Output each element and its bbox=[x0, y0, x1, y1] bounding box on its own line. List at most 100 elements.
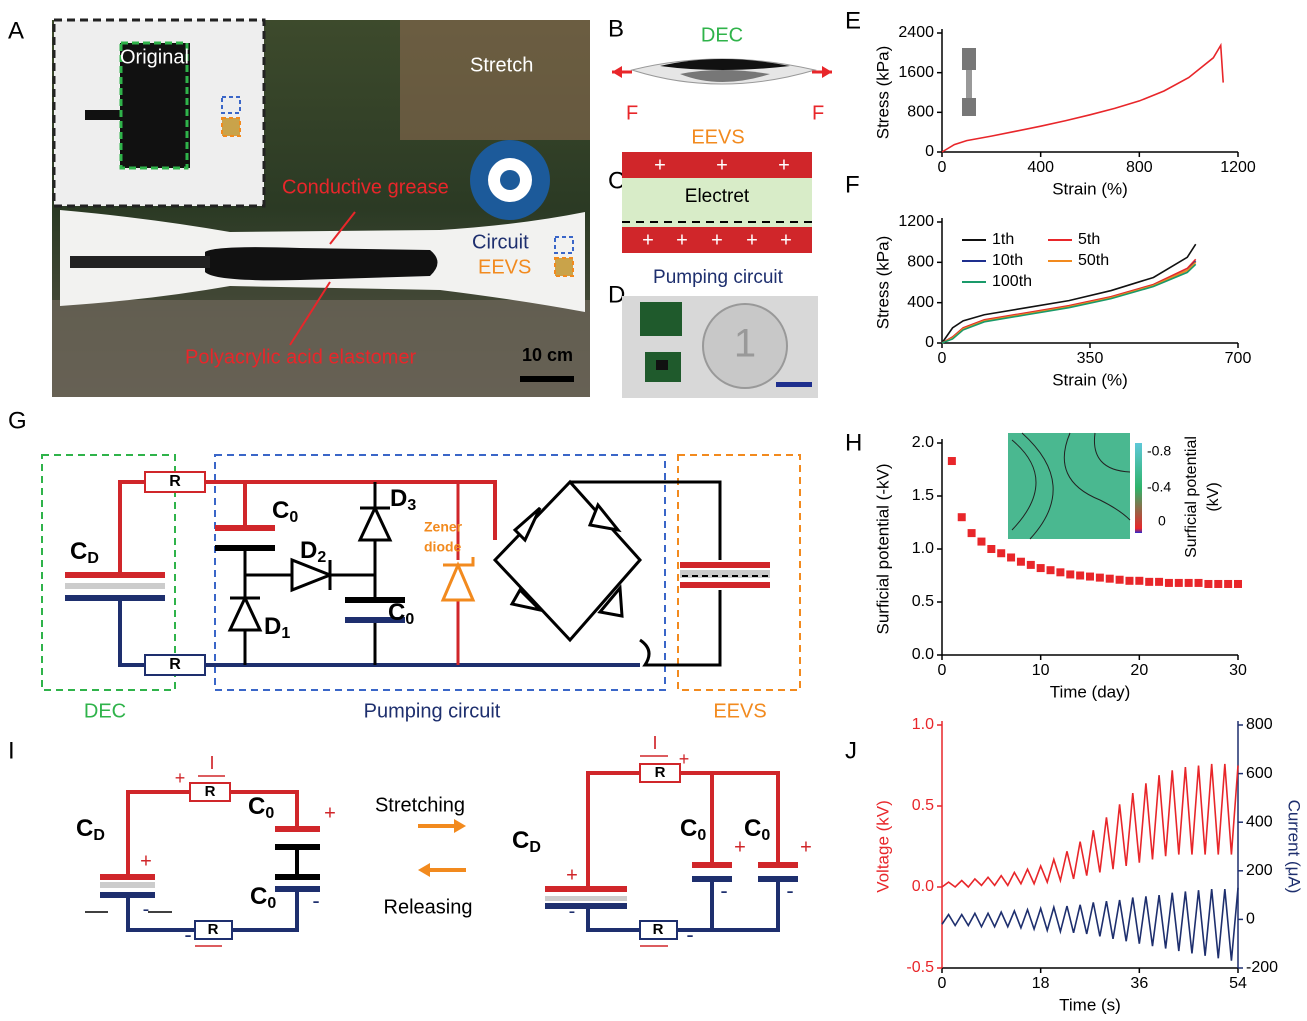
label: Conductive grease bbox=[282, 176, 449, 198]
x-tick-label: 700 bbox=[1225, 350, 1252, 367]
panel-label: F bbox=[845, 171, 860, 198]
label: Electret bbox=[685, 186, 750, 207]
y-axis-label: Stress (kPa) bbox=[873, 236, 892, 330]
label-sub: D bbox=[529, 839, 541, 856]
point bbox=[1056, 568, 1064, 576]
label: - bbox=[184, 922, 191, 947]
panel-label: E bbox=[845, 7, 861, 34]
point bbox=[1027, 561, 1035, 569]
x-tick-label: 30 bbox=[1229, 662, 1247, 679]
point bbox=[1214, 580, 1222, 588]
x-tick-label: 10 bbox=[1032, 662, 1050, 679]
point bbox=[1007, 553, 1015, 561]
schematic-c: EEVS Electret + + + + + + + + bbox=[622, 126, 812, 253]
circuit-i-labels: I + R R CD + - C0 + C0 - - Stretching Re… bbox=[76, 733, 812, 947]
panel-label: J bbox=[845, 737, 857, 764]
panel-label: A bbox=[8, 17, 24, 44]
y-axis-label: Stress (kPa) bbox=[873, 46, 892, 140]
label-main: C bbox=[272, 497, 289, 524]
y2-tick-label: -200 bbox=[1246, 959, 1278, 976]
sample-icon bbox=[962, 48, 976, 116]
label: diode bbox=[424, 539, 462, 555]
panel-label: H bbox=[845, 429, 862, 456]
x-tick-label: 20 bbox=[1130, 662, 1148, 679]
y-tick-label: 2.0 bbox=[912, 434, 934, 451]
charge: + bbox=[746, 229, 758, 251]
label: Stretch bbox=[470, 54, 533, 76]
point bbox=[1135, 577, 1143, 585]
legend-label: 10th bbox=[992, 252, 1023, 269]
point bbox=[977, 538, 985, 546]
label: CD bbox=[76, 815, 105, 844]
y2-tick-label: 800 bbox=[1246, 716, 1273, 733]
point bbox=[1175, 579, 1183, 587]
charge: + bbox=[780, 229, 792, 251]
point bbox=[1037, 564, 1045, 572]
label-sub: 0 bbox=[405, 611, 414, 628]
legend-label: 5th bbox=[1078, 231, 1100, 248]
coin-mark: 1 bbox=[734, 322, 756, 366]
label: R bbox=[169, 473, 181, 490]
label: CD bbox=[512, 827, 541, 856]
label: - bbox=[312, 888, 319, 913]
colorbar-label: Surficial potential bbox=[1183, 436, 1200, 558]
label: Polyacrylic acid elastomer bbox=[185, 346, 417, 368]
label: + bbox=[679, 749, 690, 769]
point bbox=[1116, 576, 1124, 584]
label: C0 bbox=[272, 497, 298, 526]
photo-a: Original Stretch Conductive grease Circu… bbox=[52, 20, 590, 397]
y-tick-label: 1.5 bbox=[912, 487, 934, 504]
legend-label: 1th bbox=[992, 231, 1014, 248]
y-tick-label: 1600 bbox=[898, 64, 934, 81]
label: + bbox=[140, 850, 152, 872]
y-tick-label: 2400 bbox=[898, 24, 934, 41]
label: + bbox=[566, 864, 578, 886]
label: I bbox=[652, 733, 657, 753]
chart: 035070004008001200Strain (%)Stress (kPa)… bbox=[873, 213, 1251, 389]
label: D2 bbox=[300, 537, 326, 566]
label-main: C bbox=[512, 827, 529, 854]
point bbox=[958, 513, 966, 521]
point bbox=[1204, 580, 1212, 588]
colorbar-tick: 0 bbox=[1158, 513, 1166, 529]
label: I bbox=[209, 753, 214, 773]
label: + bbox=[800, 836, 812, 858]
x-axis-label: Time (s) bbox=[1059, 995, 1121, 1014]
y-tick-label: 0.0 bbox=[912, 878, 934, 895]
label: + bbox=[175, 768, 186, 788]
photo-d: Pumping circuit 1 bbox=[622, 267, 818, 398]
point bbox=[987, 545, 995, 553]
label: C0 bbox=[744, 815, 770, 844]
label-main: D bbox=[300, 537, 317, 564]
charge: + bbox=[716, 154, 728, 176]
charge: + bbox=[654, 154, 666, 176]
x-tick-label: 36 bbox=[1130, 975, 1148, 992]
y-tick-label: 400 bbox=[907, 294, 934, 311]
label: EEVS bbox=[691, 126, 744, 148]
charge: + bbox=[778, 154, 790, 176]
chart: 0183654-0.50.00.51.0-2000200400600800Tim… bbox=[873, 716, 1303, 1014]
series-line bbox=[942, 264, 1196, 343]
label-sub: 2 bbox=[317, 549, 326, 566]
label: EEVS bbox=[478, 256, 531, 278]
label: + bbox=[324, 802, 336, 824]
label: - bbox=[569, 900, 576, 922]
point bbox=[1106, 575, 1114, 583]
point bbox=[1185, 579, 1193, 587]
y-tick-label: 1.0 bbox=[912, 540, 934, 557]
point bbox=[1224, 580, 1232, 588]
legend-label: 100th bbox=[992, 273, 1032, 290]
label-main: C bbox=[70, 538, 87, 565]
point bbox=[1145, 578, 1153, 586]
potential-map: -0.8 -0.4 0 Surficial potential (kV) bbox=[1008, 433, 1222, 558]
y2-tick-label: 600 bbox=[1246, 765, 1273, 782]
y-tick-label: -0.5 bbox=[906, 959, 934, 976]
label: D1 bbox=[264, 613, 290, 642]
label-sub: 0 bbox=[265, 805, 274, 822]
colorbar-tick: -0.4 bbox=[1147, 479, 1171, 495]
label: C0 bbox=[248, 793, 274, 822]
label-sub: 1 bbox=[281, 625, 290, 642]
x-tick-label: 800 bbox=[1126, 159, 1153, 176]
circuit-g bbox=[42, 455, 800, 690]
point bbox=[1195, 579, 1203, 587]
